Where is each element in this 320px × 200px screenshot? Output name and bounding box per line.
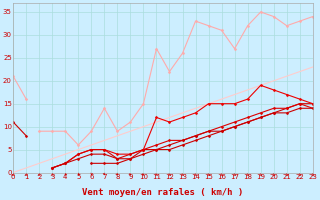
X-axis label: Vent moyen/en rafales ( km/h ): Vent moyen/en rafales ( km/h ) bbox=[82, 188, 244, 197]
